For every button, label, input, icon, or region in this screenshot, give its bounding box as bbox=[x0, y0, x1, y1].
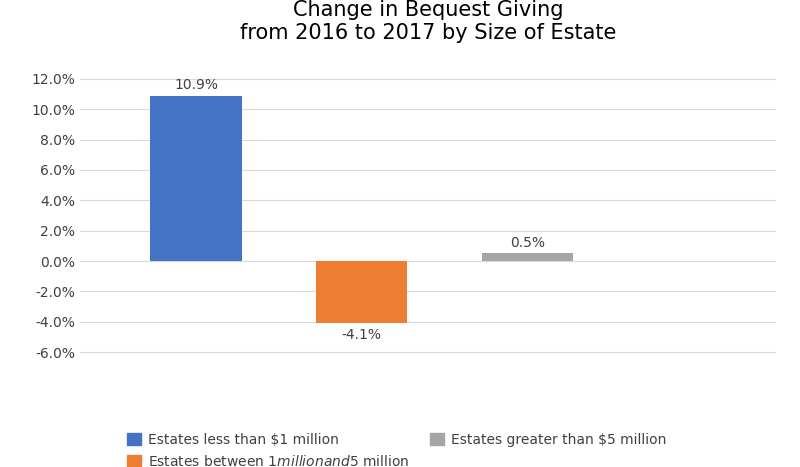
Title: Change in Bequest Giving
from 2016 to 2017 by Size of Estate: Change in Bequest Giving from 2016 to 20… bbox=[240, 0, 616, 43]
Bar bbox=[316, 261, 407, 323]
Text: 10.9%: 10.9% bbox=[174, 78, 218, 92]
Bar bbox=[150, 96, 242, 261]
Legend: Estates less than $1 million, Estates between $1 million and $5 million, Estates: Estates less than $1 million, Estates be… bbox=[122, 427, 672, 467]
Text: 0.5%: 0.5% bbox=[510, 236, 545, 250]
Text: -4.1%: -4.1% bbox=[342, 328, 382, 342]
Bar bbox=[482, 254, 573, 261]
